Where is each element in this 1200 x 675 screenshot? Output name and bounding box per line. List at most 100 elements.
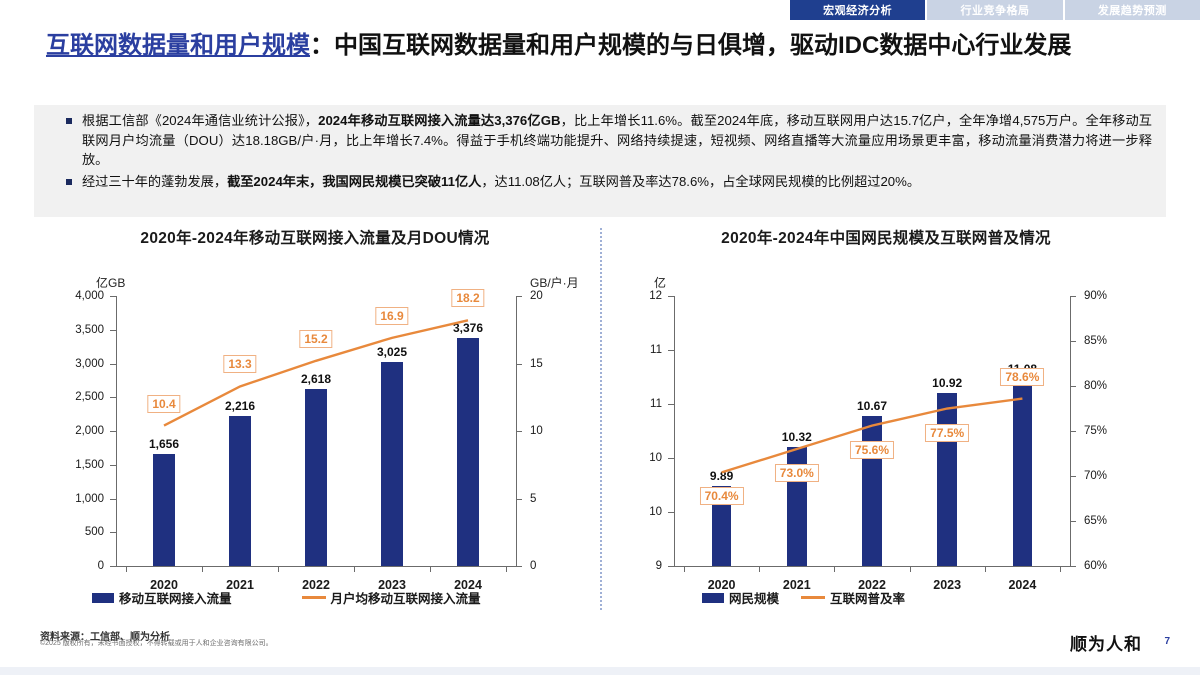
y-tick-right <box>516 363 522 365</box>
page-title: 互联网数据量和用户规模：中国互联网数据量和用户规模的与日俱增，驱动IDC数据中心… <box>46 30 1166 62</box>
legend-bar-swatch-icon <box>92 592 114 603</box>
x-tick <box>1060 566 1061 572</box>
bar-value-label: 10.92 <box>932 376 963 391</box>
y-tick-label-left: 1,000 <box>75 492 104 505</box>
y-tick-left <box>110 532 116 534</box>
y-tick-label-right: 20 <box>530 290 543 302</box>
bullet-item: 经过三十年的蓬勃发展，截至2024年末，我国网民规模已突破11亿人，达11.08… <box>48 172 1152 192</box>
line-series-layer <box>721 397 1023 474</box>
legend-bar-swatch-icon <box>702 592 724 603</box>
y-tick-right <box>1070 431 1076 432</box>
y-tick-right <box>1070 296 1076 297</box>
legend-label: 移动互联网接入流量 <box>119 592 232 606</box>
line-value-callout: 10.4 <box>147 394 181 413</box>
page-number: 7 <box>1164 636 1170 647</box>
y-tick-left <box>110 566 116 567</box>
chart-plot-area: 9 10 10 11 11 12 60% 65% 70% 75% 80% 85% 90% 2020 2021… <box>649 290 1107 592</box>
y-tick-label-left: 3,000 <box>75 357 104 370</box>
y-tick-label-left: 4,000 <box>75 290 104 302</box>
y-tick-label-left: 12 <box>649 290 662 302</box>
y-axis-unit-right: GB/户·月 <box>530 276 579 290</box>
nav-tab-0[interactable]: 宏观经济分析 <box>790 0 926 20</box>
y-tick-label-right: 5 <box>530 492 537 505</box>
line-value-callout: 13.3 <box>223 355 257 374</box>
legend-line-swatch-icon <box>801 596 826 599</box>
y-axis-left-line <box>116 296 117 566</box>
legend-item[interactable]: 网民规模 <box>702 588 779 607</box>
y-axis-unit-left: 亿 <box>654 276 667 290</box>
y-tick-label-right: 80% <box>1084 380 1108 392</box>
legend-item[interactable]: 互联网普及率 <box>801 588 905 607</box>
x-tick <box>834 566 836 572</box>
chart-title: 2020年-2024年移动互联网接入流量及月DOU情况 <box>140 230 490 247</box>
y-tick-left <box>110 498 116 500</box>
y-tick-label-right: 15 <box>530 357 543 370</box>
bullet-marker-icon <box>66 178 72 185</box>
y-tick-label-right: 65% <box>1084 515 1108 527</box>
y-tick-label-left: 11 <box>650 398 662 410</box>
summary-panel: 根据工信部《2024年通信业统计公报》，2024年移动互联网接入流量达3,376… <box>34 105 1166 217</box>
legend-item[interactable]: 移动互联网接入流量 <box>92 588 232 607</box>
y-tick-label-left: 2,500 <box>75 391 104 404</box>
y-tick-label-right: 70% <box>1084 470 1108 482</box>
bar-2022 <box>304 389 328 566</box>
bar-2023 <box>380 361 404 566</box>
top-nav-tabs: 宏观经济分析 行业竞争格局 发展趋势预测 <box>790 0 1200 20</box>
x-tick <box>430 566 431 572</box>
line-value-callout: 16.9 <box>375 306 409 325</box>
bar-value-label: 1,656 <box>148 437 180 452</box>
source-note: 资料来源：工信部、顺为分析 <box>40 632 170 643</box>
x-axis-line <box>116 566 517 567</box>
x-tick <box>202 566 203 572</box>
line-value-callout: 75.6% <box>849 440 895 459</box>
x-axis-label: 2021 <box>226 578 254 592</box>
x-axis-label: 2022 <box>302 578 330 592</box>
y-tick-label-left: 0 <box>97 560 104 572</box>
chart-legend: 网民规模 互联网普及率 <box>702 588 905 607</box>
x-axis-line <box>674 566 1071 567</box>
line-series-layer <box>163 319 469 427</box>
y-tick-left <box>110 464 116 466</box>
y-axis-unit-left: 亿GB <box>96 276 126 290</box>
bullet-text: 经过三十年的蓬勃发展，截至2024年末，我国网民规模已突破11亿人，达11.08… <box>82 173 921 189</box>
y-tick-left <box>668 404 674 405</box>
y-tick-left <box>110 329 116 331</box>
bar-value-label: 9.89 <box>709 468 734 483</box>
x-tick <box>506 566 507 572</box>
x-tick <box>759 566 761 572</box>
y-tick-right <box>516 566 522 567</box>
y-tick-right <box>1070 386 1076 387</box>
bar-value-label: 2,216 <box>224 399 256 414</box>
x-tick <box>684 566 685 572</box>
y-tick-left <box>110 296 116 297</box>
chart-netizens-penetration: 2020年-2024年中国网民规模及互联网普及情况 9 10 10 11 11 12 60% 6… <box>606 226 1166 616</box>
x-tick <box>126 566 127 572</box>
legend-label: 互联网普及率 <box>830 592 906 606</box>
y-tick-right <box>516 498 522 500</box>
x-tick <box>909 566 911 572</box>
y-tick-right <box>516 296 522 297</box>
x-tick <box>354 566 355 572</box>
bullet-item: 根据工信部《2024年通信业统计公报》，2024年移动互联网接入流量达3,376… <box>48 111 1152 170</box>
y-tick-label-right: 60% <box>1084 560 1108 572</box>
y-tick-label-left: 9 <box>655 560 662 572</box>
chart-plot-area: 0 500 1,000 1,500 2,000 2,500 3,000 3,500 4,000 0… <box>75 289 543 592</box>
line-value-callout: 70.4% <box>699 487 744 506</box>
brand-logo: 顺为人和 <box>1070 635 1142 654</box>
legend-item[interactable]: 月户均移动互联网接入流量 <box>301 588 481 607</box>
x-axis-label: 2022 <box>858 578 886 592</box>
x-axis-label: 2023 <box>378 578 406 592</box>
x-tick <box>278 566 279 572</box>
nav-tab-1[interactable]: 行业竞争格局 <box>925 0 1063 20</box>
bar-value-label: 10.67 <box>856 398 888 413</box>
x-tick <box>984 566 986 572</box>
y-tick-left <box>668 566 674 567</box>
y-tick-right <box>516 431 522 432</box>
y-tick-right <box>1070 566 1076 567</box>
y-tick-left <box>668 458 674 459</box>
y-tick-label-right: 85% <box>1084 335 1108 347</box>
page-title-rest: ：中国互联网数据量和用户规模的与日俱增，驱动IDC数据中心行业发展 <box>310 32 1072 59</box>
nav-tab-2[interactable]: 发展趋势预测 <box>1062 0 1200 20</box>
y-tick-label-left: 1,500 <box>75 458 104 471</box>
y-tick-label-right: 75% <box>1084 425 1108 437</box>
